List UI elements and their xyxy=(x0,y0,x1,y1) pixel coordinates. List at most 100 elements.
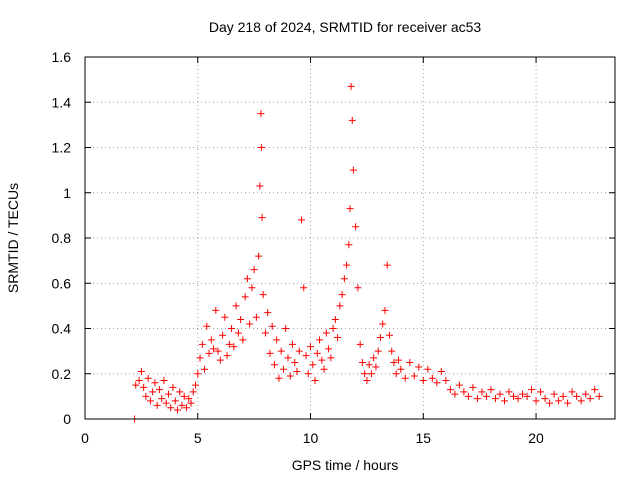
data-point xyxy=(266,349,274,357)
data-point xyxy=(510,392,518,400)
data-point xyxy=(221,313,229,321)
data-point xyxy=(370,354,378,362)
data-point xyxy=(270,361,278,369)
data-point xyxy=(132,381,140,389)
data-point xyxy=(537,388,545,396)
data-point xyxy=(210,345,218,353)
data-point xyxy=(167,404,175,412)
data-point xyxy=(374,347,382,355)
data-point xyxy=(256,182,264,190)
data-point xyxy=(257,110,265,118)
chart-title: Day 218 of 2024, SRMTID for receiver ac5… xyxy=(209,19,482,35)
data-point xyxy=(162,399,170,407)
data-point xyxy=(428,374,436,382)
data-point xyxy=(237,315,245,323)
y-tick-label: 1 xyxy=(63,185,71,201)
data-point xyxy=(187,399,195,407)
data-point xyxy=(259,291,267,299)
data-point xyxy=(293,367,301,375)
data-point xyxy=(288,340,296,348)
data-point xyxy=(264,309,272,317)
data-point xyxy=(419,377,427,385)
data-point xyxy=(225,340,233,348)
data-point xyxy=(437,367,445,375)
data-point xyxy=(176,388,184,396)
data-point xyxy=(180,392,188,400)
data-point xyxy=(392,370,400,378)
y-tick-label: 0.2 xyxy=(52,366,72,382)
data-point xyxy=(173,406,181,414)
data-point xyxy=(455,381,463,389)
x-tick-label: 10 xyxy=(303,430,319,446)
data-point xyxy=(216,356,224,364)
data-point xyxy=(273,336,281,344)
data-point xyxy=(275,374,283,382)
data-point xyxy=(230,343,238,351)
data-point xyxy=(282,325,290,332)
data-point xyxy=(192,381,200,389)
data-point xyxy=(559,392,567,400)
data-point xyxy=(214,347,222,355)
data-point xyxy=(550,390,558,398)
data-point xyxy=(196,354,204,362)
data-point xyxy=(185,395,193,403)
data-point xyxy=(257,144,265,151)
data-point xyxy=(365,361,373,369)
data-point xyxy=(169,383,177,391)
data-point xyxy=(250,266,258,274)
data-point xyxy=(401,374,409,382)
data-point xyxy=(268,322,276,330)
data-point xyxy=(363,377,371,385)
data-point xyxy=(591,386,599,394)
data-point xyxy=(258,214,266,222)
y-tick-label: 0.4 xyxy=(52,321,72,337)
y-tick-label: 0.6 xyxy=(52,275,72,291)
data-point xyxy=(198,340,206,348)
data-point xyxy=(406,358,414,366)
data-point xyxy=(388,347,396,355)
data-point xyxy=(205,349,213,357)
data-point xyxy=(142,392,150,400)
data-point xyxy=(261,329,269,337)
data-point xyxy=(241,293,249,301)
data-point xyxy=(385,331,393,339)
data-point xyxy=(248,284,256,292)
data-point xyxy=(212,306,220,314)
data-point xyxy=(316,336,324,344)
data-point xyxy=(519,390,527,398)
data-point xyxy=(379,320,387,328)
data-point xyxy=(460,388,468,396)
grid xyxy=(85,57,615,419)
data-point xyxy=(232,302,240,310)
data-point xyxy=(473,395,481,403)
data-point xyxy=(309,361,317,369)
data-point xyxy=(577,397,585,405)
data-point xyxy=(478,388,486,396)
data-point xyxy=(300,284,308,292)
data-point xyxy=(284,354,292,362)
data-point xyxy=(505,388,513,396)
data-point xyxy=(149,388,157,396)
data-point xyxy=(595,392,603,400)
data-point xyxy=(322,329,330,337)
data-point xyxy=(496,390,504,398)
data-point xyxy=(564,399,572,407)
data-point xyxy=(201,365,209,373)
data-point xyxy=(381,306,389,314)
data-point xyxy=(500,397,508,405)
data-point xyxy=(354,284,362,292)
data-point xyxy=(356,340,364,348)
data-point xyxy=(304,370,312,378)
data-points xyxy=(131,82,603,423)
data-point xyxy=(331,315,339,323)
data-point xyxy=(298,216,306,224)
data-point xyxy=(164,390,172,398)
data-point xyxy=(286,372,294,380)
data-point xyxy=(336,302,344,310)
x-tick-label: 0 xyxy=(81,430,89,446)
data-point xyxy=(372,363,380,371)
data-point xyxy=(376,334,384,342)
y-axis-label: SRMTID / TECUs xyxy=(5,183,21,293)
ticks xyxy=(84,56,615,420)
